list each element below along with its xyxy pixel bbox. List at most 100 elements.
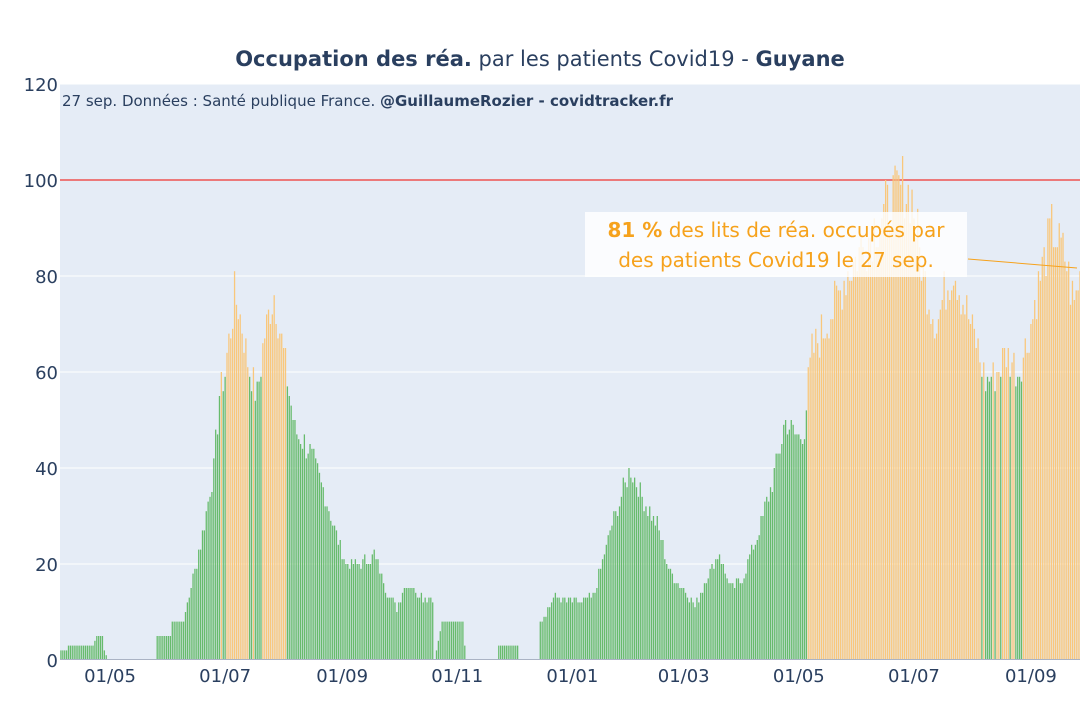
bar [741, 583, 743, 660]
bar [683, 588, 685, 660]
bar [803, 439, 806, 660]
bar [384, 592, 387, 660]
bar [841, 309, 843, 660]
bar [396, 612, 398, 660]
bar [347, 564, 349, 660]
bar [103, 650, 105, 660]
bar [915, 237, 917, 660]
bar [377, 559, 379, 660]
bar [547, 607, 549, 660]
x-tick-label: 01/05 [84, 666, 136, 687]
bar [671, 573, 674, 660]
bar [800, 439, 802, 660]
bar [558, 597, 560, 660]
bar [443, 621, 445, 660]
bar [788, 429, 791, 660]
bar [430, 597, 432, 660]
bar [1013, 352, 1015, 660]
annotation-box [585, 212, 967, 277]
bar [886, 184, 889, 661]
bar [868, 237, 870, 660]
bar [516, 645, 519, 660]
bar [911, 189, 913, 660]
bar [345, 564, 347, 660]
bar [928, 309, 930, 660]
bar [69, 645, 72, 660]
x-tick-label: 01/07 [199, 666, 251, 687]
bar [1047, 218, 1049, 660]
bar [645, 506, 647, 660]
bar [996, 372, 998, 660]
bar [743, 578, 745, 660]
bar [305, 458, 307, 660]
bar [718, 554, 721, 660]
bar [181, 621, 183, 660]
bar [175, 621, 177, 660]
bar [628, 468, 630, 660]
bar [796, 434, 798, 660]
bar [986, 376, 989, 660]
bar [292, 420, 294, 660]
bar [1068, 261, 1070, 660]
bar [586, 597, 589, 660]
bar [262, 343, 264, 660]
bar [924, 271, 926, 660]
bar [567, 597, 570, 660]
bar [703, 583, 706, 660]
bar [894, 165, 896, 660]
bar [815, 328, 817, 660]
bar [98, 636, 100, 660]
bar [1018, 376, 1021, 660]
bar [362, 559, 364, 660]
bar [824, 338, 826, 660]
bar [1015, 386, 1017, 660]
bar [1058, 223, 1060, 660]
bar [366, 564, 368, 660]
bar [626, 487, 628, 660]
bar [1034, 300, 1036, 660]
bar [1043, 247, 1045, 660]
bar [781, 444, 783, 660]
bar [826, 333, 828, 660]
annotation-line-2: des patients Covid19 le 27 sep. [618, 248, 934, 272]
bar [830, 319, 832, 660]
bar [1054, 247, 1057, 660]
bar [405, 588, 407, 660]
bar [639, 482, 641, 660]
bar [590, 597, 592, 660]
bar [273, 295, 275, 660]
bar [386, 597, 389, 660]
bar [632, 482, 634, 660]
bar [339, 540, 341, 660]
bar [498, 645, 500, 660]
bar [947, 290, 949, 660]
bar [162, 636, 164, 660]
bar [198, 549, 200, 660]
bar [775, 453, 777, 660]
bar [734, 588, 736, 660]
bar [652, 516, 655, 660]
bar [807, 367, 809, 660]
bar [1045, 276, 1047, 660]
bar [981, 376, 983, 660]
bar [600, 568, 602, 660]
bar [371, 554, 373, 660]
bar [186, 602, 189, 660]
bar [903, 218, 906, 660]
bar [369, 564, 372, 660]
bar [1003, 348, 1006, 660]
bar [834, 280, 836, 660]
bar [952, 285, 955, 660]
bar [951, 290, 953, 660]
bar [998, 372, 1000, 660]
bar [562, 597, 564, 660]
bar [332, 525, 334, 660]
bar [360, 568, 362, 660]
bar [709, 568, 711, 660]
x-tick-label: 01/01 [546, 666, 598, 687]
bar [701, 592, 704, 660]
bar [301, 448, 304, 660]
bar [811, 333, 813, 660]
bar [60, 650, 62, 660]
bar [1073, 300, 1075, 660]
